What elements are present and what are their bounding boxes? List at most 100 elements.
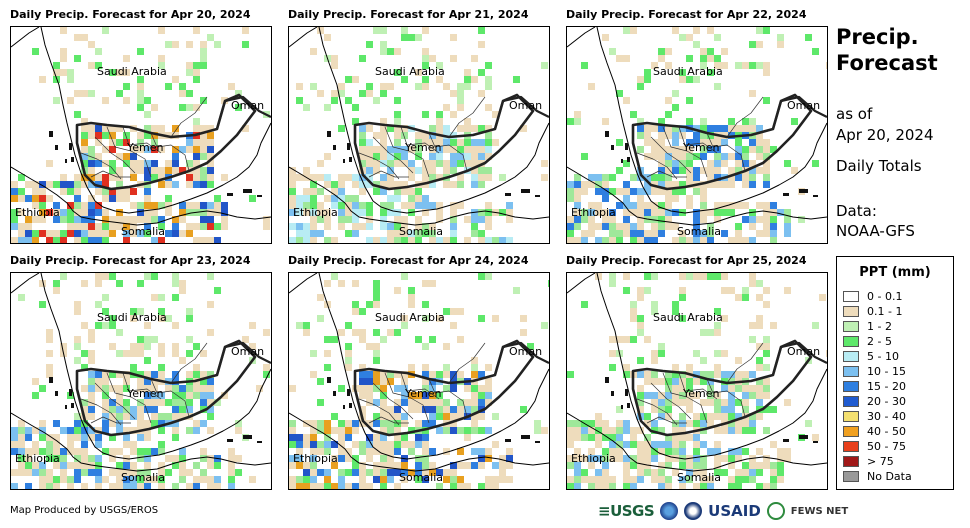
noaa-logo-icon [660, 502, 679, 520]
legend-swatch [843, 426, 859, 437]
label-saudi-arabia: Saudi Arabia [97, 65, 167, 78]
forecast-panel-apr23: Daily Precip. Forecast for Apr 23, 2024 … [10, 254, 272, 490]
label-oman: Oman [787, 345, 821, 358]
legend-swatch [843, 336, 859, 347]
precip-map: Saudi Arabia Oman Yemen Ethiopia Somalia [288, 26, 550, 244]
legend-item: 5 - 10 [843, 349, 899, 364]
daily-totals-label: Daily Totals [836, 157, 922, 175]
forecast-panel-apr24: Daily Precip. Forecast for Apr 24, 2024 … [288, 254, 550, 490]
legend-item: 20 - 30 [843, 394, 906, 409]
forecast-panel-apr21: Daily Precip. Forecast for Apr 21, 2024 … [288, 8, 550, 244]
label-yemen: Yemen [683, 141, 720, 154]
panel-title: Daily Precip. Forecast for Apr 24, 2024 [288, 254, 529, 267]
precip-map: Saudi Arabia Oman Yemen Ethiopia Somalia [10, 26, 272, 244]
label-saudi-arabia: Saudi Arabia [375, 311, 445, 324]
legend-item: > 75 [843, 454, 894, 469]
legend-label: 0 - 0.1 [867, 290, 903, 303]
label-yemen: Yemen [405, 141, 442, 154]
legend-swatch [843, 381, 859, 392]
usaid-logo: USAID [708, 502, 761, 520]
usaid-seal-icon [684, 502, 703, 520]
forecast-panel-apr25: Daily Precip. Forecast for Apr 25, 2024 … [566, 254, 828, 490]
panel-title: Daily Precip. Forecast for Apr 21, 2024 [288, 8, 529, 21]
label-ethiopia: Ethiopia [571, 206, 616, 219]
legend-label: 30 - 40 [867, 410, 906, 423]
precip-map: Saudi Arabia Oman Yemen Ethiopia Somalia [288, 272, 550, 490]
legend-label: 50 - 75 [867, 440, 906, 453]
label-oman: Oman [509, 99, 543, 112]
title-line2: Forecast [836, 51, 938, 75]
label-yemen: Yemen [683, 387, 720, 400]
legend-label: 20 - 30 [867, 395, 906, 408]
legend-label: > 75 [867, 455, 894, 468]
legend-label: 2 - 5 [867, 335, 892, 348]
legend-item: 10 - 15 [843, 364, 906, 379]
legend-item: 0 - 0.1 [843, 289, 902, 304]
label-somalia: Somalia [121, 225, 166, 238]
label-yemen: Yemen [127, 141, 164, 154]
label-somalia: Somalia [121, 471, 166, 484]
label-saudi-arabia: Saudi Arabia [97, 311, 167, 324]
legend-swatch [843, 291, 859, 302]
forecast-date: Apr 20, 2024 [836, 126, 934, 144]
panel-title: Daily Precip. Forecast for Apr 22, 2024 [566, 8, 807, 21]
label-yemen: Yemen [405, 387, 442, 400]
legend-swatch [843, 306, 859, 317]
label-oman: Oman [509, 345, 543, 358]
precip-map: Saudi Arabia Oman Yemen Ethiopia Somalia [10, 272, 272, 490]
legend-label: 40 - 50 [867, 425, 906, 438]
legend-swatch [843, 441, 859, 452]
legend-swatch [843, 366, 859, 377]
legend-label: 15 - 20 [867, 380, 906, 393]
legend-swatch [843, 456, 859, 467]
legend: PPT (mm) 0 - 0.1 0.1 - 1 1 - 2 2 - 5 5 - 10 1… [836, 256, 954, 490]
legend-item: 40 - 50 [843, 424, 906, 439]
label-saudi-arabia: Saudi Arabia [375, 65, 445, 78]
legend-label: 5 - 10 [867, 350, 899, 363]
legend-item: 2 - 5 [843, 334, 892, 349]
panel-title: Daily Precip. Forecast for Apr 20, 2024 [10, 8, 251, 21]
data-source: NOAA-GFS [836, 222, 915, 240]
label-ethiopia: Ethiopia [293, 452, 338, 465]
legend-swatch [843, 351, 859, 362]
panel-title: Daily Precip. Forecast for Apr 25, 2024 [566, 254, 807, 267]
legend-item: 15 - 20 [843, 379, 906, 394]
label-ethiopia: Ethiopia [571, 452, 616, 465]
label-oman: Oman [231, 345, 265, 358]
legend-item: No Data [843, 469, 912, 484]
fews-globe-icon [766, 502, 785, 520]
label-oman: Oman [231, 99, 265, 112]
label-ethiopia: Ethiopia [15, 452, 60, 465]
title-line1: Precip. [836, 25, 919, 49]
label-yemen: Yemen [127, 387, 164, 400]
legend-label: 0.1 - 1 [867, 305, 903, 318]
label-saudi-arabia: Saudi Arabia [653, 311, 723, 324]
label-somalia: Somalia [677, 471, 722, 484]
label-somalia: Somalia [399, 471, 444, 484]
credit-text: Map Produced by USGS/EROS [10, 505, 159, 516]
sidebar-title: Precip. Forecast [836, 24, 938, 76]
legend-swatch [843, 321, 859, 332]
legend-label: 10 - 15 [867, 365, 906, 378]
fews-net-logo: FEWS NET [790, 505, 849, 517]
partner-logos: ≡USGS USAID FEWS NET [598, 500, 848, 522]
legend-item: 50 - 75 [843, 439, 906, 454]
legend-swatch [843, 396, 859, 407]
label-ethiopia: Ethiopia [293, 206, 338, 219]
legend-item: 1 - 2 [843, 319, 892, 334]
legend-label: No Data [867, 470, 912, 483]
legend-item: 0.1 - 1 [843, 304, 902, 319]
forecast-panel-apr22: Daily Precip. Forecast for Apr 22, 2024 … [566, 8, 828, 244]
panel-title: Daily Precip. Forecast for Apr 23, 2024 [10, 254, 251, 267]
label-somalia: Somalia [677, 225, 722, 238]
label-somalia: Somalia [399, 225, 444, 238]
legend-swatch [843, 471, 859, 482]
as-of-label: as of [836, 105, 873, 123]
precip-map: Saudi Arabia Oman Yemen Ethiopia Somalia [566, 26, 828, 244]
usgs-logo: ≡USGS [598, 502, 655, 520]
legend-label: 1 - 2 [867, 320, 892, 333]
label-saudi-arabia: Saudi Arabia [653, 65, 723, 78]
legend-swatch [843, 411, 859, 422]
label-oman: Oman [787, 99, 821, 112]
legend-item: 30 - 40 [843, 409, 906, 424]
